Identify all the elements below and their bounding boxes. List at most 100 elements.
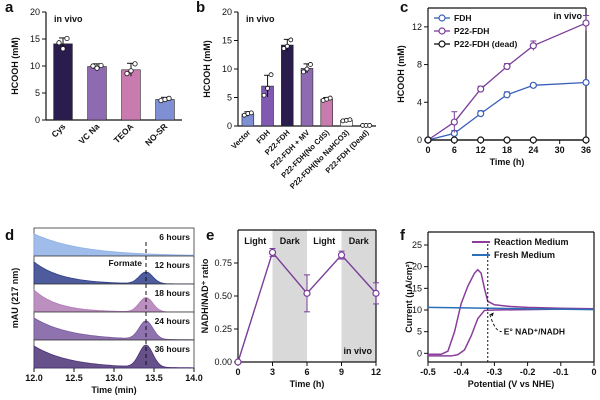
data-point bbox=[268, 248, 277, 257]
x-tick-label: 3 bbox=[270, 367, 275, 377]
data-point bbox=[503, 62, 511, 71]
data-point bbox=[94, 65, 100, 71]
legend-entry: P22-FDH bbox=[454, 26, 489, 36]
data-point bbox=[132, 61, 138, 67]
phase-label: Dark bbox=[280, 236, 301, 246]
data-point bbox=[529, 42, 537, 50]
trace-label: 12 hours bbox=[155, 260, 191, 270]
x-tick-label: 12 bbox=[371, 367, 381, 377]
y-tick-label: 5 bbox=[417, 327, 422, 337]
category-label: VC Na bbox=[77, 121, 102, 146]
x-tick-label: 13.0 bbox=[105, 373, 123, 383]
category-label: TEOA bbox=[112, 121, 136, 145]
data-point bbox=[303, 289, 311, 297]
data-point bbox=[268, 72, 274, 78]
x-axis-label: Time (h) bbox=[490, 157, 525, 167]
data-point bbox=[582, 19, 590, 27]
trace-area bbox=[33, 317, 195, 341]
x-tick-label: -0.1 bbox=[553, 367, 569, 377]
legend-marker bbox=[438, 27, 446, 35]
bar bbox=[320, 98, 333, 127]
series-line bbox=[427, 306, 595, 311]
y-tick-label: 12 bbox=[412, 22, 422, 32]
x-tick-label: 24 bbox=[528, 145, 538, 155]
phase-label: Light bbox=[313, 236, 335, 246]
annotation: in vivo bbox=[343, 346, 372, 356]
x-tick-label: 14.0 bbox=[185, 373, 203, 383]
bar bbox=[87, 66, 107, 121]
y-axis-label: NADH/NAD⁺ ratio bbox=[200, 258, 210, 333]
x-tick-label: 6 bbox=[452, 145, 457, 155]
x-tick-label: -0.3 bbox=[487, 367, 503, 377]
panel-label-d: d bbox=[5, 227, 14, 244]
series-line bbox=[428, 268, 595, 357]
panel-e: e Light Dark Light Dark 0.00 0.25 0.50 0.75 0 3 6 9 1… bbox=[200, 227, 381, 389]
trace-label: 6 hours bbox=[159, 232, 190, 242]
data-point bbox=[372, 289, 380, 297]
y-axis-label: HCOOH (mM) bbox=[396, 45, 406, 103]
trace-label: 24 hours bbox=[155, 316, 191, 326]
y-tick-label: 20 bbox=[222, 7, 232, 17]
y-tick-label: 5 bbox=[227, 93, 232, 103]
dark-phase-band bbox=[341, 230, 376, 362]
y-tick-label: 0.00 bbox=[214, 357, 232, 367]
series-line bbox=[427, 22, 587, 141]
peak-label: Formate bbox=[108, 258, 142, 268]
x-axis-label: Time (min) bbox=[91, 385, 136, 395]
y-tick-label: 0 bbox=[417, 135, 422, 145]
phase-label: Light bbox=[244, 236, 266, 246]
x-tick-label: -0.4 bbox=[453, 367, 469, 377]
data-point bbox=[477, 109, 485, 118]
panel-label-e: e bbox=[206, 227, 214, 244]
x-tick-label: -0.2 bbox=[520, 367, 536, 377]
x-tick-label: 6 bbox=[304, 367, 309, 377]
panel-f: f 0 5 10 15 20 25 -0.5 -0.4 -0.3 -0.2 -0.1 0 Potentia… bbox=[400, 227, 597, 389]
data-point bbox=[90, 63, 96, 69]
x-axis-label: Time (h) bbox=[290, 379, 325, 389]
bar bbox=[300, 68, 314, 127]
x-tick-label: 12 bbox=[476, 145, 486, 155]
data-point bbox=[477, 85, 485, 93]
annotation: E° NAD⁺/NADH bbox=[504, 327, 565, 337]
trace-area bbox=[33, 344, 195, 369]
category-label: Vector bbox=[229, 128, 252, 151]
category-label: Cys bbox=[49, 121, 67, 139]
data-point bbox=[64, 35, 70, 42]
panel-label-f: f bbox=[400, 227, 406, 244]
data-point bbox=[582, 78, 590, 87]
y-tick-label: 10 bbox=[30, 61, 40, 71]
category-label: NO-SR bbox=[143, 121, 169, 147]
y-tick-label: 0.25 bbox=[214, 324, 232, 334]
data-point bbox=[529, 81, 537, 89]
trace-label: 18 hours bbox=[155, 288, 191, 298]
x-tick-label: 18 bbox=[502, 145, 512, 155]
y-tick-label: 4 bbox=[417, 97, 422, 107]
data-point bbox=[450, 118, 458, 126]
data-point bbox=[60, 46, 66, 52]
annotation: in vivo bbox=[54, 14, 83, 24]
panel-c: c 0 4 8 12 0 6 12 18 24 30 36 Time (h) HCOOH (mM) in v… bbox=[396, 0, 591, 167]
panel-label-b: b bbox=[196, 0, 205, 16]
bar bbox=[281, 44, 294, 127]
legend-entry: Fresh Medium bbox=[494, 250, 555, 260]
legend-marker bbox=[438, 40, 446, 48]
data-point bbox=[477, 136, 485, 144]
data-point bbox=[503, 136, 511, 144]
y-tick-label: 15 bbox=[30, 34, 40, 44]
data-point bbox=[281, 46, 287, 51]
x-tick-label: 0 bbox=[425, 145, 430, 155]
data-point bbox=[582, 136, 590, 144]
y-axis-label: Current (μA/cm²) bbox=[404, 261, 414, 333]
y-tick-label: 15 bbox=[222, 36, 232, 46]
y-axis-label: HCOOH (mM) bbox=[10, 37, 20, 95]
data-point bbox=[450, 136, 458, 144]
panel-label-c: c bbox=[400, 0, 408, 16]
data-point bbox=[261, 92, 267, 98]
data-point bbox=[98, 62, 104, 69]
y-tick-label: 5 bbox=[35, 88, 40, 98]
data-point bbox=[166, 95, 172, 102]
x-tick-label: 30 bbox=[555, 145, 565, 155]
y-tick-label: 0.75 bbox=[214, 258, 232, 268]
